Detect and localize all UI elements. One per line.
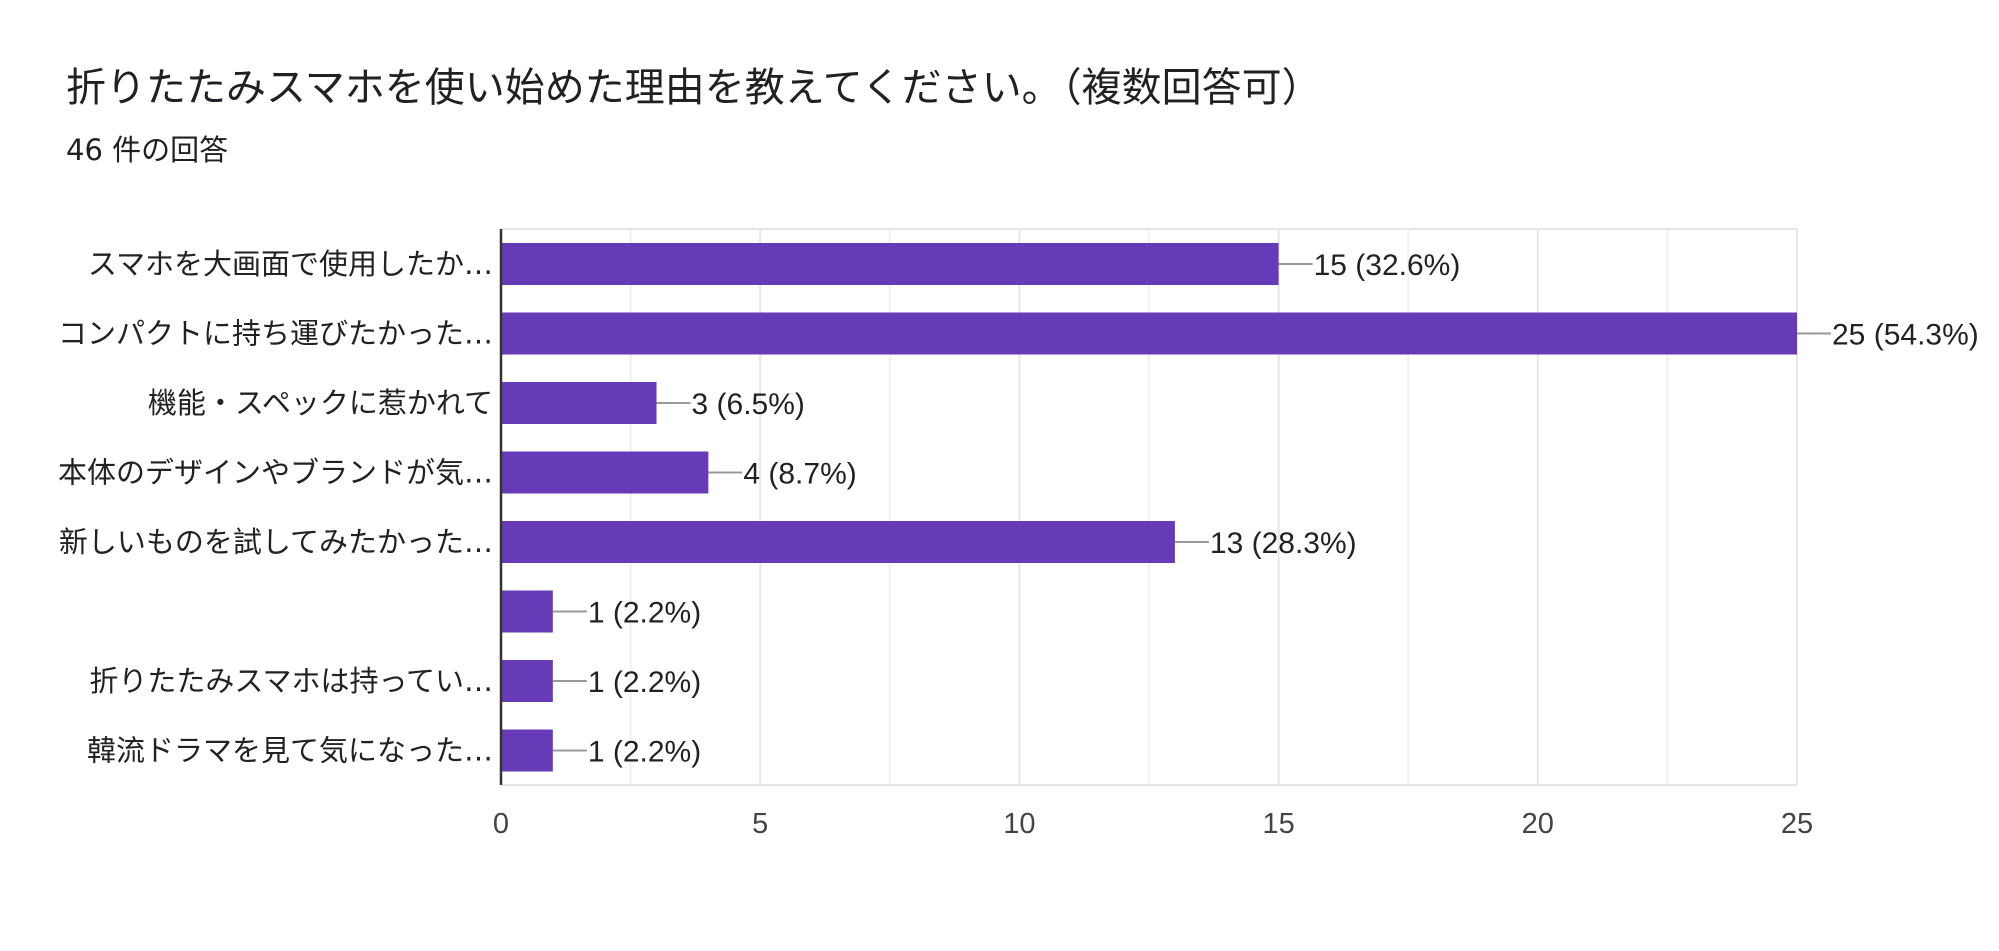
bar	[501, 243, 1279, 285]
category-label: 本体のデザインやブランドが気…	[58, 456, 493, 490]
x-tick-label: 0	[493, 808, 509, 840]
value-label: 25 (54.3%)	[1832, 319, 1979, 352]
value-label: 15 (32.6%)	[1314, 249, 1461, 282]
x-tick-label: 20	[1522, 808, 1554, 840]
x-tick-label: 10	[1003, 808, 1035, 840]
bar	[501, 451, 709, 494]
value-label: 1 (2.2%)	[588, 597, 701, 630]
bar	[501, 729, 553, 772]
bar	[501, 312, 1797, 355]
category-label: スマホを大画面で使用したか…	[88, 247, 493, 281]
labels: 15 (32.6%) スマホを大画面で使用したか… 25 (54.3%) コンパクトに…	[58, 247, 1979, 840]
bar	[501, 382, 657, 424]
x-tick-label: 5	[752, 808, 768, 840]
category-label: 機能・スペックに惹かれて	[148, 386, 493, 420]
category-label: 折りたたみスマホは持ってい…	[89, 664, 493, 698]
grid-lines	[501, 228, 1798, 786]
category-label: コンパクトに持ち運びたかった…	[58, 317, 493, 351]
chart-title: 折りたたみスマホを使い始めた理由を教えてください。（複数回答可）	[66, 65, 1322, 111]
value-label: 13 (28.3%)	[1210, 527, 1357, 560]
value-label: 1 (2.2%)	[588, 666, 701, 699]
category-label: 新しいものを試してみたかった…	[59, 525, 493, 559]
value-label: 1 (2.2%)	[588, 736, 701, 769]
bar	[501, 521, 1175, 563]
value-label: 4 (8.7%)	[743, 458, 856, 491]
response-count: 46 件の回答	[66, 133, 229, 167]
x-tick-label: 15	[1262, 808, 1294, 840]
x-tick-label: 25	[1781, 808, 1813, 840]
category-label: 韓流ドラマを見て気になった…	[87, 734, 493, 768]
bars	[501, 243, 1797, 772]
bar	[501, 660, 553, 702]
value-label: 3 (6.5%)	[692, 388, 805, 421]
bar	[501, 590, 553, 633]
